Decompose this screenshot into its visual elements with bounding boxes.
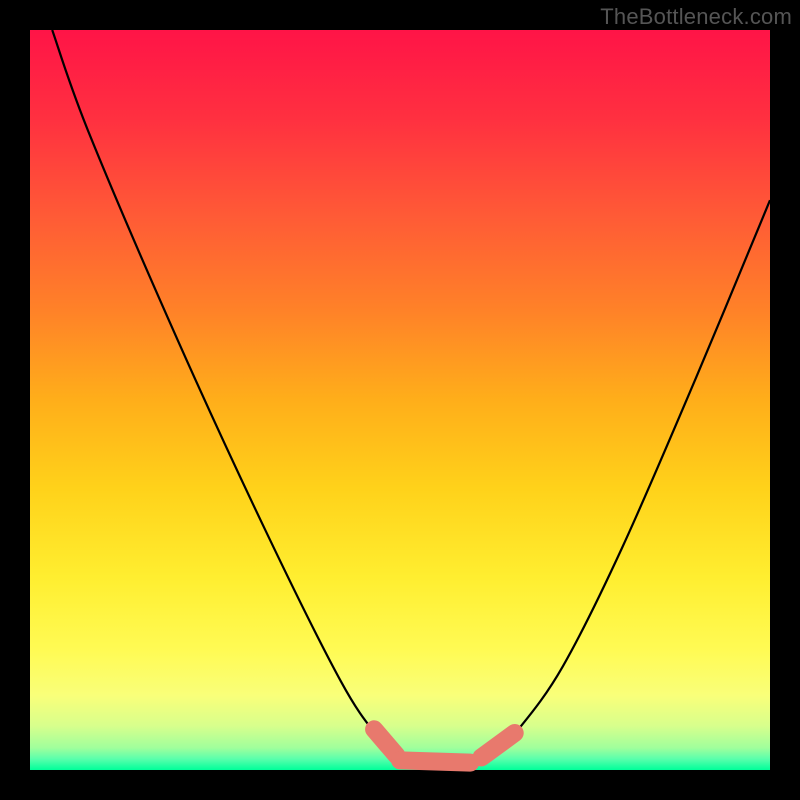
chart-container: TheBottleneck.com [0,0,800,800]
watermark-text: TheBottleneck.com [600,4,792,30]
highlight-segment [400,760,470,762]
plot-background [30,30,770,770]
bottleneck-chart [0,0,800,800]
